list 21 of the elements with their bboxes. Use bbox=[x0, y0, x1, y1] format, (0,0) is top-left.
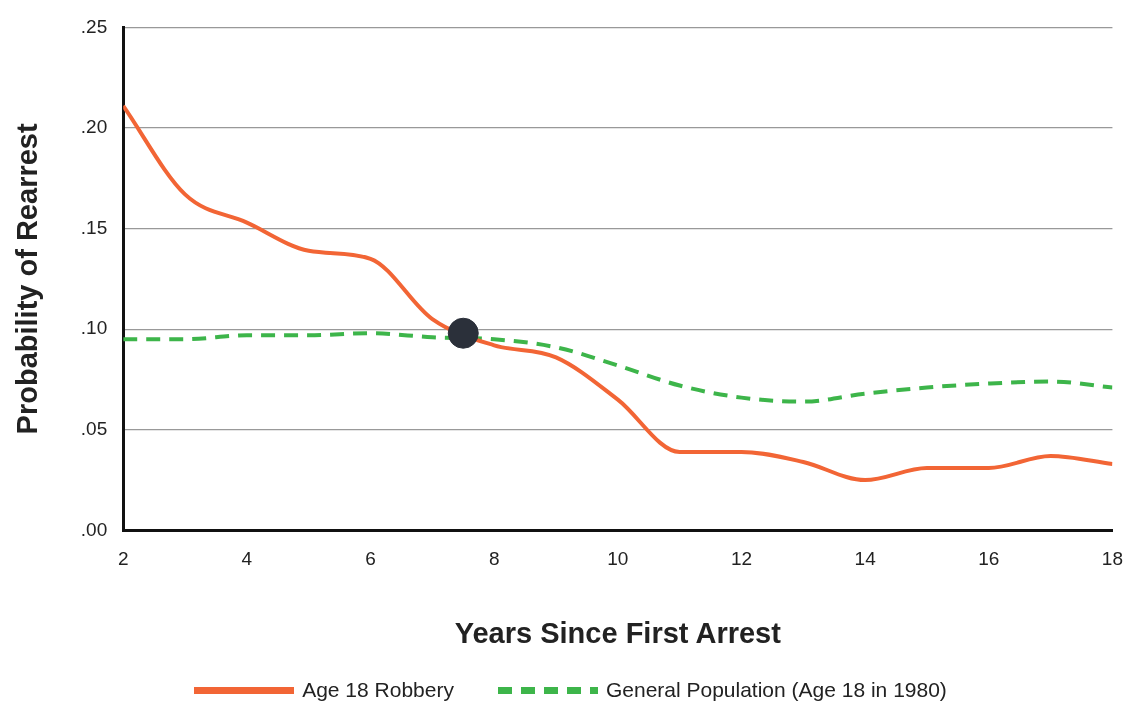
x-tick-label: 2 bbox=[117, 548, 129, 570]
x-tick-label: 18 bbox=[1101, 548, 1123, 570]
y-tick-label: .05 bbox=[80, 418, 108, 440]
legend-label: General Population (Age 18 in 1980) bbox=[605, 678, 947, 702]
x-tick-label: 4 bbox=[241, 548, 253, 570]
y-tick-label: .10 bbox=[80, 317, 108, 339]
legend-label: Age 18 Robbery bbox=[302, 678, 454, 702]
x-tick-label: 14 bbox=[854, 548, 877, 570]
line-series bbox=[123, 331, 1113, 404]
y-tick-label: .25 bbox=[80, 15, 108, 37]
y-tick-label: .15 bbox=[80, 216, 108, 238]
y-tick-label: .20 bbox=[80, 116, 108, 138]
x-tick-label: 10 bbox=[607, 548, 629, 570]
x-tick-label: 6 bbox=[365, 548, 376, 570]
y-tick-label: .00 bbox=[80, 518, 108, 540]
x-tick-label: 8 bbox=[488, 548, 500, 570]
y-axis-title: Probability of Rearrest bbox=[11, 123, 44, 435]
x-axis-title: Years Since First Arrest bbox=[454, 616, 782, 649]
line-series bbox=[123, 103, 1113, 483]
x-tick-label: 16 bbox=[978, 548, 1000, 570]
x-tick-label: 12 bbox=[730, 548, 753, 570]
